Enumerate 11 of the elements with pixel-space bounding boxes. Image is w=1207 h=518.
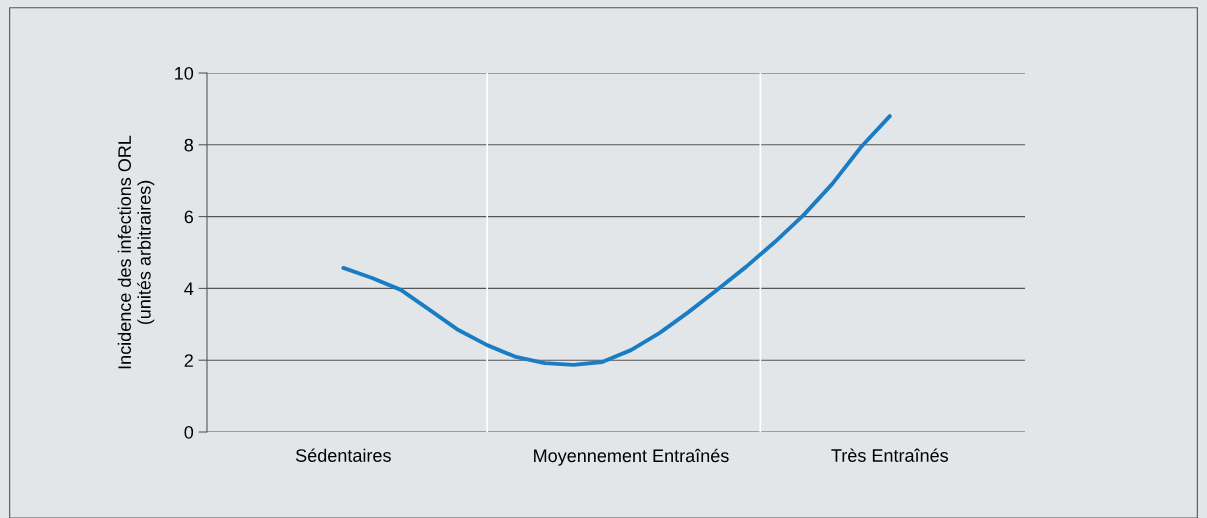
y-axis-title: Incidence des infections ORL (unités arbitraires): [117, 135, 155, 369]
x-tick-label: Très Entraînés: [831, 448, 949, 462]
line-series: [341, 114, 892, 367]
y-tick-label: 4: [184, 282, 194, 295]
x-tick-label: Moyennement Entraînés: [534, 448, 729, 466]
y-tick-label: 2: [184, 354, 193, 367]
y-tick-label: 6: [184, 210, 194, 224]
y-tick-label: 0: [184, 425, 194, 439]
x-tick-label: Sédentaires: [295, 448, 391, 462]
y-tick-label: 10: [175, 66, 194, 80]
y-tick-label: 8: [184, 138, 194, 152]
